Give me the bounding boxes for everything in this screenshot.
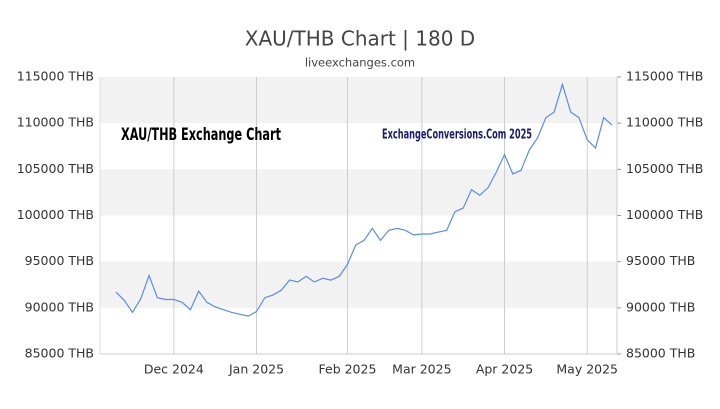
y-tick-label: 110000 THB [17, 115, 94, 130]
x-tick-label: Dec 2024 [144, 362, 204, 377]
grid-band [100, 169, 617, 216]
y-tick-label: 95000 THB [25, 253, 94, 268]
grid-band [100, 261, 617, 308]
x-tick-label: Apr 2025 [476, 362, 533, 377]
annotation: ExchangeConversions.Com 2025 [382, 128, 532, 143]
y-tick-label: 85000 THB [25, 346, 94, 361]
y-tick-label: 115000 THB [17, 69, 94, 84]
y2-tick-label: 100000 THB [626, 207, 703, 222]
y2-tick-label: 85000 THB [626, 346, 695, 361]
y2-tick-label: 115000 THB [626, 69, 703, 84]
y2-tick-label: 95000 THB [626, 253, 695, 268]
y2-tick-label: 105000 THB [626, 161, 703, 176]
y-tick-label: 100000 THB [17, 207, 94, 222]
grid-band [100, 77, 617, 124]
chart-title: XAU/THB Chart | 180 D [245, 27, 475, 51]
y-tick-label: 105000 THB [17, 161, 94, 176]
y2-tick-label: 90000 THB [626, 299, 695, 314]
x-tick-label: Jan 2025 [228, 362, 284, 377]
x-tick-label: Feb 2025 [319, 362, 377, 377]
x-tick-label: May 2025 [556, 362, 618, 377]
annotation: XAU/THB Exchange Chart [121, 125, 281, 145]
x-tick-label: Mar 2025 [392, 362, 451, 377]
chart-subtitle: liveexchanges.com [305, 56, 415, 70]
price-line [115, 82, 613, 317]
y-tick-label: 90000 THB [25, 299, 94, 314]
y2-tick-label: 110000 THB [626, 115, 703, 130]
